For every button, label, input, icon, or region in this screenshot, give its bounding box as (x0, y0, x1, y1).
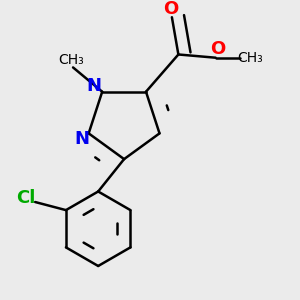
Text: N: N (87, 77, 102, 95)
Text: O: O (210, 40, 225, 58)
Text: CH₃: CH₃ (58, 53, 84, 67)
Text: Cl: Cl (16, 189, 36, 207)
Text: N: N (74, 130, 89, 148)
Text: CH₃: CH₃ (237, 51, 262, 65)
Text: O: O (163, 0, 178, 18)
